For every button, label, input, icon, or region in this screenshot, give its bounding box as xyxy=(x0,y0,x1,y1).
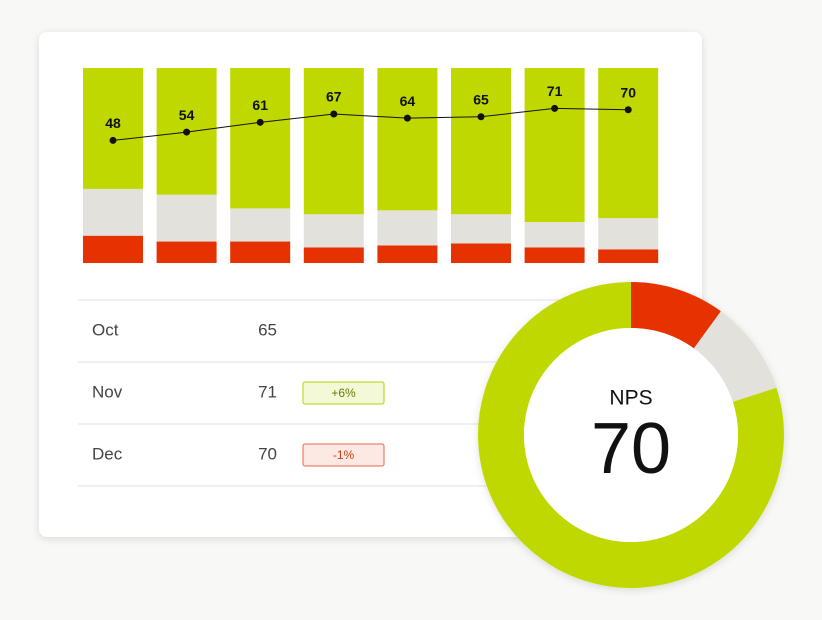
bar-segment xyxy=(303,68,364,215)
data-label: 70 xyxy=(620,84,636,100)
value: 65 xyxy=(258,320,277,339)
bar-segment xyxy=(303,247,364,263)
bar-segment xyxy=(524,68,585,223)
data-label: 64 xyxy=(400,93,416,109)
line-point xyxy=(183,128,191,136)
data-label: 67 xyxy=(326,89,342,105)
data-label: 71 xyxy=(547,83,563,99)
donut-value: 70 xyxy=(591,409,671,489)
month: Nov xyxy=(92,382,123,401)
month: Dec xyxy=(92,444,123,463)
line-point xyxy=(403,114,411,122)
bar-segment xyxy=(377,68,438,211)
line xyxy=(112,107,629,141)
bar-segment xyxy=(377,245,438,263)
change-text: +6% xyxy=(331,386,356,400)
data-label: 54 xyxy=(179,107,195,123)
change-badge xyxy=(302,443,385,467)
month: Oct xyxy=(92,320,119,339)
bar-segment xyxy=(598,68,659,219)
data-label: 61 xyxy=(252,97,268,113)
bar-segment xyxy=(451,68,511,215)
bar-segment xyxy=(156,241,217,263)
bar-segment xyxy=(524,222,585,248)
bar-segment xyxy=(451,243,511,263)
bar-segment xyxy=(230,208,291,242)
value: 70 xyxy=(258,444,277,463)
bar-segment xyxy=(230,68,291,209)
bar-segment xyxy=(303,214,364,248)
value: 71 xyxy=(258,382,277,401)
change-text: -1% xyxy=(333,448,355,462)
line-point xyxy=(330,110,338,118)
bar-segment xyxy=(156,194,217,242)
bar-segment xyxy=(598,249,659,263)
bar-segment xyxy=(451,214,511,244)
donut-title: NPS xyxy=(609,387,652,410)
line-point xyxy=(256,118,264,126)
bar-segment xyxy=(83,235,143,263)
data-label: 48 xyxy=(105,115,121,131)
bar-chart: 48 54 61 67 64 65 71 70 xyxy=(83,68,659,263)
data-label: 65 xyxy=(473,91,489,107)
line-point xyxy=(477,113,485,121)
donut-hole xyxy=(524,328,738,542)
donut-segment xyxy=(693,311,777,403)
line-point xyxy=(551,104,559,112)
line-point xyxy=(109,136,117,144)
donut-segment xyxy=(478,282,784,588)
bar-segment xyxy=(598,218,659,250)
bar-segment xyxy=(83,68,143,189)
bar-segment xyxy=(230,241,291,263)
line-point xyxy=(624,106,632,114)
bar-segment xyxy=(83,188,143,236)
change-badge xyxy=(302,381,385,405)
bar-segment xyxy=(377,210,438,246)
bar-segment xyxy=(524,247,585,263)
donut-segment xyxy=(630,282,721,349)
